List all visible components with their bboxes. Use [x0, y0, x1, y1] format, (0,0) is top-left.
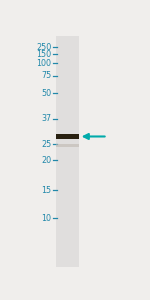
Text: 50: 50 [41, 89, 51, 98]
Bar [56, 36, 79, 267]
Text: 15: 15 [41, 186, 51, 195]
Text: 37: 37 [41, 114, 51, 123]
Text: 25: 25 [41, 140, 51, 148]
Text: 75: 75 [41, 71, 51, 80]
Text: 250: 250 [36, 43, 51, 52]
Bar [56, 144, 79, 147]
Text: 20: 20 [41, 156, 51, 165]
Text: 100: 100 [36, 59, 51, 68]
Text: 150: 150 [36, 50, 51, 59]
Text: 10: 10 [41, 214, 51, 223]
Bar [56, 134, 79, 140]
